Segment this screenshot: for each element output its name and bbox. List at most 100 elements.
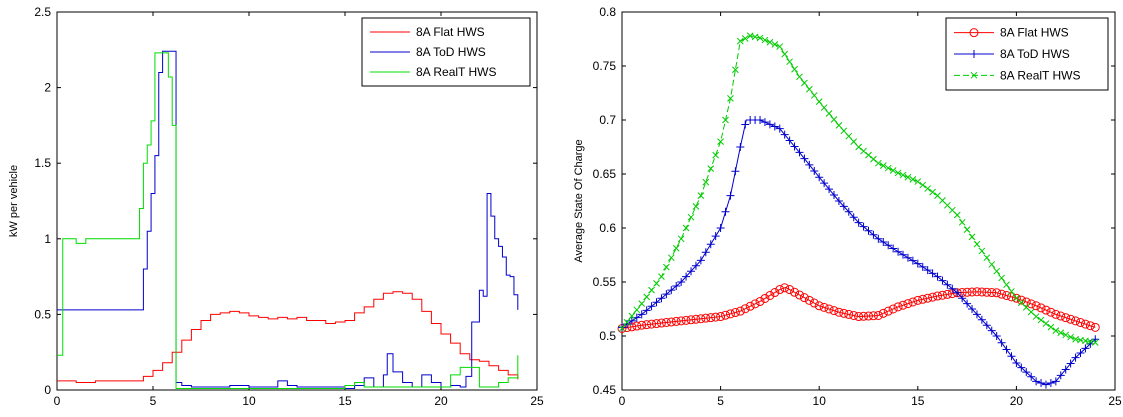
data-point [1076,349,1085,358]
data-point [666,317,676,327]
data-point [790,142,799,151]
x-tick-label: 15 [911,394,925,408]
data-point [864,226,873,235]
data-point [643,293,651,301]
data-point [903,253,912,262]
data-point [943,280,952,289]
x-tick-label: 0 [619,394,626,408]
data-point [716,312,726,322]
data-point [755,296,765,306]
data-point [701,248,710,257]
data-point [898,300,908,310]
data-point [1047,323,1055,331]
data-point [707,165,715,172]
data-point [997,338,1006,347]
data-point [791,65,798,73]
data-point [1062,331,1070,339]
data-point [859,311,869,321]
y-axis-label: Average State Of Charge [573,139,585,262]
data-point [1042,320,1050,327]
data-point [717,138,724,145]
data-point [756,116,765,124]
data-point [656,318,666,328]
data-point [888,304,898,314]
data-point [716,224,725,232]
data-point [756,34,764,42]
data-point [992,332,1001,340]
data-point [942,289,952,299]
data-point [671,316,681,326]
data-point [899,250,908,259]
data-point [761,36,769,44]
data-point [865,151,872,159]
data-point [765,291,775,300]
legend-label-1: 8A Flat HWS [416,25,485,39]
data-point [987,288,997,298]
data-point [963,299,972,308]
data-point [908,297,918,307]
data-point [652,319,662,329]
y-tick-label: 0.45 [593,383,617,397]
series-markers-3 [618,32,1099,346]
data-point [953,211,961,219]
data-point [1037,378,1046,387]
data-point [736,143,745,151]
data-point [810,92,818,99]
data-point [918,294,928,304]
data-point [682,272,691,281]
data-point [829,306,839,316]
data-point [770,288,780,298]
data-point [1032,313,1040,320]
data-point [746,32,754,40]
data-point [845,132,853,140]
data-point [968,305,977,313]
data-point [799,293,809,303]
data-point [765,120,774,129]
data-point [1036,303,1046,313]
data-point [923,293,933,303]
y-tick-label: 1 [44,232,51,246]
data-point [1061,313,1071,323]
data-point [809,298,819,308]
data-point [805,160,814,169]
data-point [844,207,853,216]
data-point [928,292,938,302]
legend: 8A Flat HWS 8A ToD HWS 8A RealT HWS [945,17,1109,91]
data-point [785,285,795,295]
data-point [839,202,848,211]
data-point [982,287,992,297]
data-point [701,313,711,323]
data-point [997,289,1007,299]
data-point [794,290,804,300]
data-point [682,224,690,232]
data-point [859,222,868,231]
data-point [667,286,676,295]
data-point [672,282,681,291]
data-point [800,154,809,163]
data-point [894,169,902,177]
data-point [868,311,878,321]
data-point [879,238,888,247]
data-point [879,162,887,169]
data-point [711,312,721,322]
data-point [860,147,867,155]
data-point [727,95,734,102]
x-tick-label: 20 [1010,394,1024,408]
data-point [914,178,922,185]
y-tick-label: 2 [44,81,51,95]
data-point [706,240,715,249]
data-point [780,283,790,293]
data-point [933,272,942,281]
y-tick-label: 0.55 [593,275,617,289]
x-tick-label: 0 [54,394,61,408]
data-point [1026,299,1036,309]
data-point [834,197,843,205]
data-point [830,116,838,123]
data-point [1037,316,1045,324]
data-point [933,291,943,301]
data-point [647,319,657,329]
series-line-3 [57,52,519,389]
data-point [889,244,898,253]
data-point [1061,365,1070,374]
data-point [967,287,977,297]
